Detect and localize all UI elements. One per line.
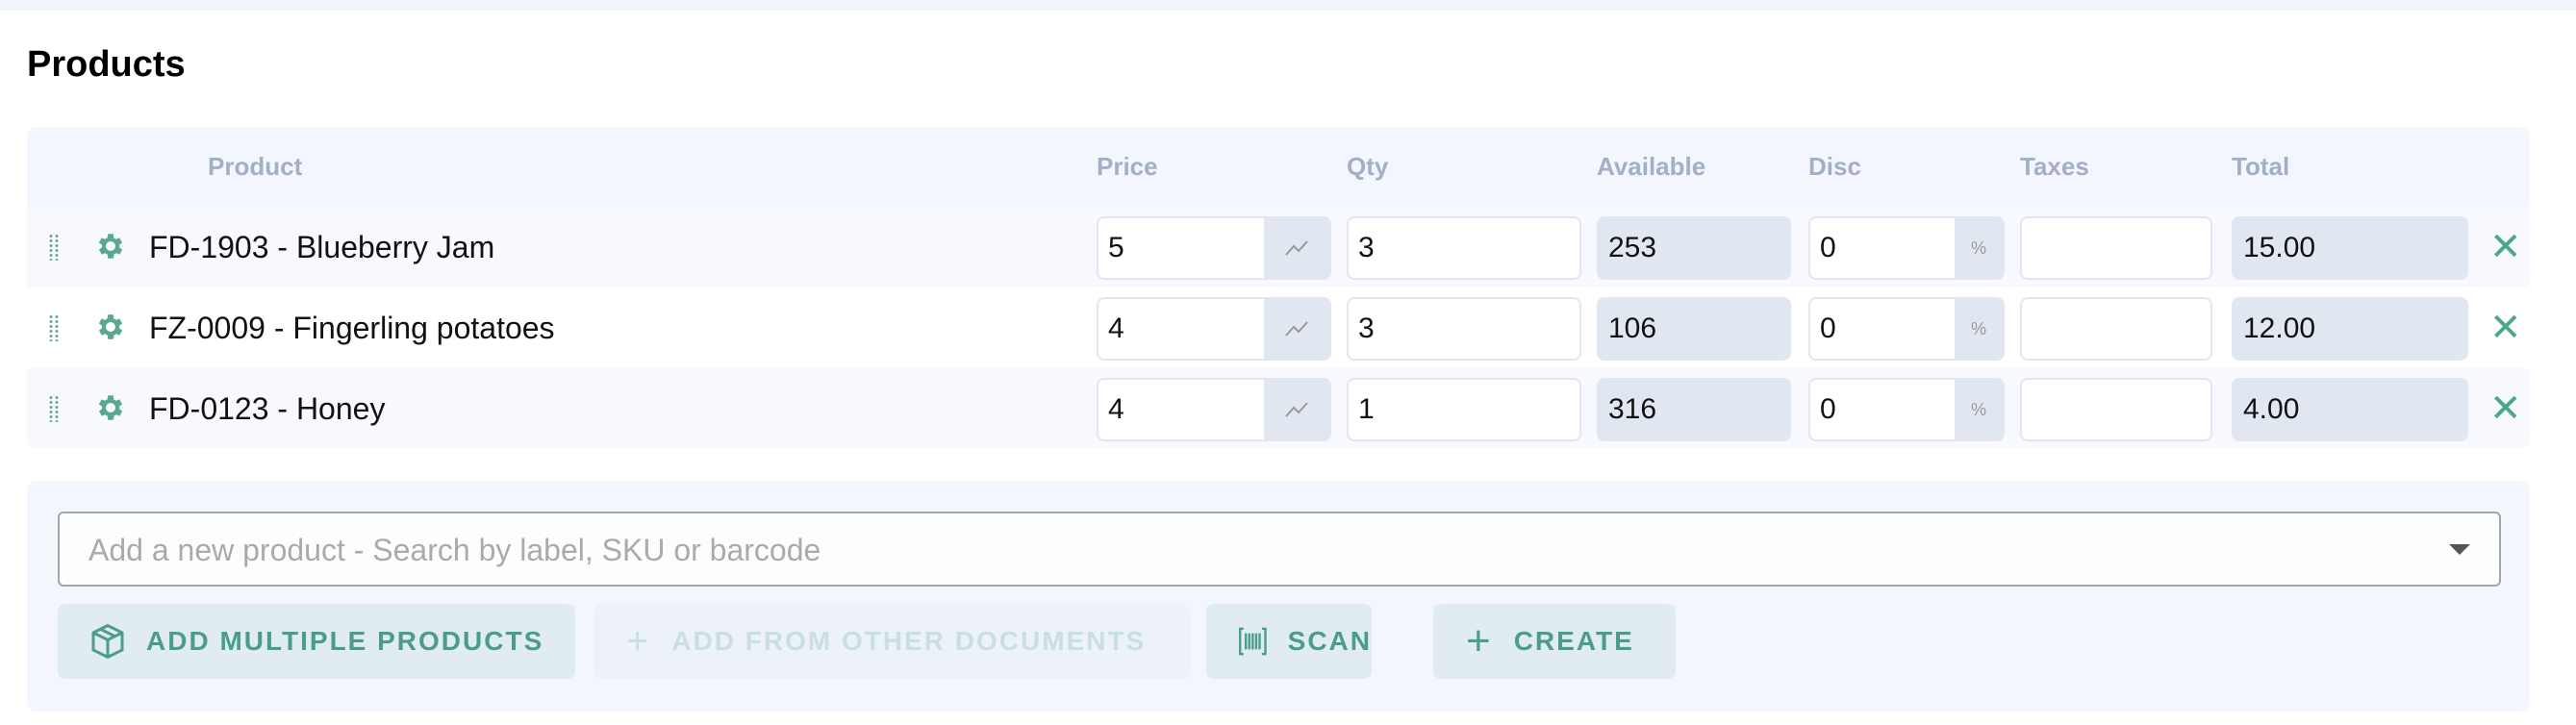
drag-handle-icon[interactable] <box>48 234 60 261</box>
product-name[interactable]: FD-1903 - Blueberry Jam <box>149 230 495 264</box>
remove-row-icon[interactable]: ✕ <box>2489 388 2522 430</box>
column-header-product: Product <box>208 152 303 181</box>
gear-icon[interactable] <box>94 311 127 343</box>
button-label: SCAN <box>1287 626 1372 656</box>
available-value: 253 <box>1597 216 1791 280</box>
table-row: FD-1903 - Blueberry Jam 5 3 253 0% 15.00… <box>27 207 2530 288</box>
table-row: FZ-0009 - Fingerling potatoes 4 3 106 0%… <box>27 288 2530 368</box>
button-label: CREATE <box>1513 626 1634 656</box>
barcode-icon <box>1239 627 1267 656</box>
box-icon <box>91 623 124 660</box>
add-product-panel: Add a new product - Search by label, SKU… <box>27 481 2530 712</box>
disc-input[interactable]: 0% <box>1808 297 2005 361</box>
total-value: 15.00 <box>2232 216 2468 280</box>
qty-input[interactable]: 1 <box>1347 378 1581 441</box>
chevron-down-icon[interactable] <box>2449 544 2470 555</box>
qty-input[interactable]: 3 <box>1347 216 1581 280</box>
price-history-icon[interactable] <box>1264 380 1329 439</box>
percent-addon: % <box>1955 380 2003 439</box>
disc-input[interactable]: 0% <box>1808 216 2005 280</box>
plus-icon: + <box>626 619 651 662</box>
column-header-taxes: Taxes <box>2020 152 2089 181</box>
table-row: FD-0123 - Honey 4 1 316 0% 4.00 ✕ <box>27 368 2530 448</box>
product-name[interactable]: FZ-0009 - Fingerling potatoes <box>149 311 555 345</box>
column-header-disc: Disc <box>1808 152 1861 181</box>
products-table: Product Price Qty Available Disc Taxes T… <box>27 127 2530 448</box>
price-history-icon[interactable] <box>1264 299 1329 359</box>
percent-addon: % <box>1955 218 2003 278</box>
price-input[interactable]: 5 <box>1097 216 1331 280</box>
column-header-available: Available <box>1597 152 1706 181</box>
price-history-icon[interactable] <box>1264 218 1329 278</box>
column-header-total: Total <box>2232 152 2290 181</box>
available-value: 106 <box>1597 297 1791 361</box>
gear-icon[interactable] <box>94 391 127 424</box>
drag-handle-icon[interactable] <box>48 314 60 341</box>
available-value: 316 <box>1597 378 1791 441</box>
plus-icon: + <box>1466 617 1493 664</box>
button-label: ADD MULTIPLE PRODUCTS <box>146 626 544 656</box>
create-button[interactable]: + CREATE <box>1433 604 1676 679</box>
price-input[interactable]: 4 <box>1097 297 1331 361</box>
percent-addon: % <box>1955 299 2003 359</box>
disc-input[interactable]: 0% <box>1808 378 2005 441</box>
taxes-input[interactable] <box>2020 216 2212 280</box>
taxes-input[interactable] <box>2020 297 2212 361</box>
total-value: 4.00 <box>2232 378 2468 441</box>
button-label: ADD FROM OTHER DOCUMENTS <box>671 626 1147 656</box>
gear-icon[interactable] <box>94 230 127 262</box>
add-from-other-documents-button[interactable]: + ADD FROM OTHER DOCUMENTS <box>593 604 1190 679</box>
add-multiple-products-button[interactable]: ADD MULTIPLE PRODUCTS <box>58 604 575 679</box>
taxes-input[interactable] <box>2020 378 2212 441</box>
product-name[interactable]: FD-0123 - Honey <box>149 391 386 426</box>
remove-row-icon[interactable]: ✕ <box>2489 307 2522 349</box>
price-input[interactable]: 4 <box>1097 378 1331 441</box>
section-title: Products <box>27 44 186 85</box>
scan-button[interactable]: SCAN <box>1206 604 1372 679</box>
drag-handle-icon[interactable] <box>48 395 60 422</box>
column-header-price: Price <box>1097 152 1158 181</box>
remove-row-icon[interactable]: ✕ <box>2489 226 2522 268</box>
product-search-input[interactable]: Add a new product - Search by label, SKU… <box>58 512 2501 587</box>
qty-input[interactable]: 3 <box>1347 297 1581 361</box>
top-band <box>0 0 2576 11</box>
total-value: 12.00 <box>2232 297 2468 361</box>
search-placeholder: Add a new product - Search by label, SKU… <box>88 533 821 567</box>
column-header-qty: Qty <box>1347 152 1389 181</box>
